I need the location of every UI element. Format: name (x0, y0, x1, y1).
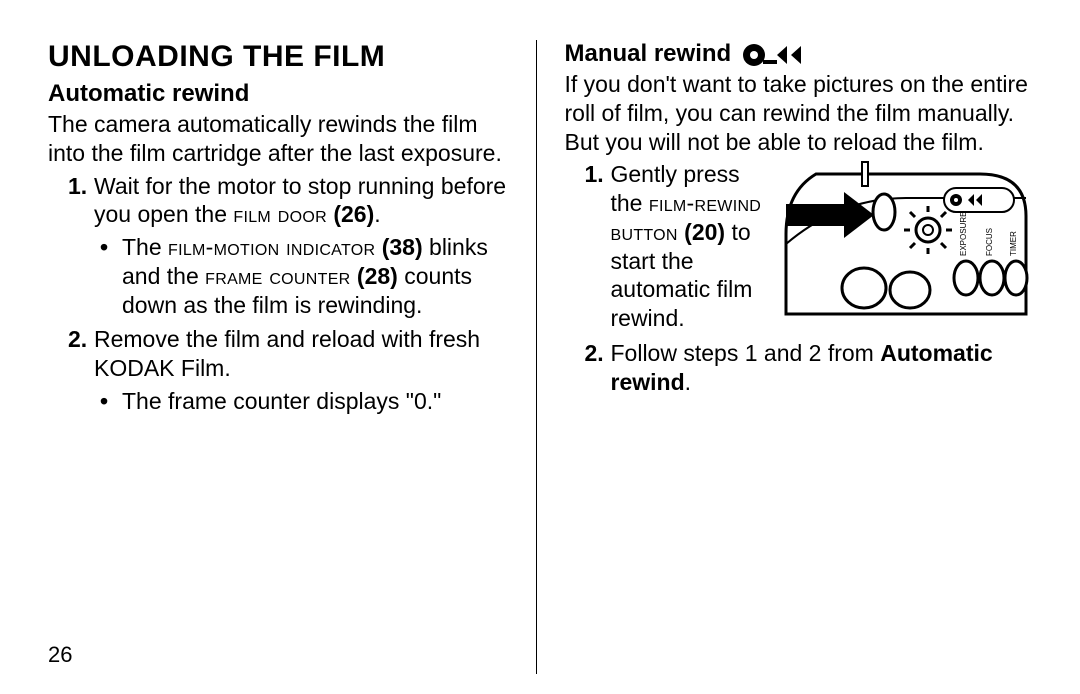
manual-rewind-heading: Manual rewind (565, 40, 732, 68)
manual-rewind-steps: EXPOSURE FOCUS TIMER Gently press the fi… (585, 160, 1033, 396)
rewind-icon (741, 42, 805, 68)
page-title: UNLOADING THE FILM (48, 40, 516, 74)
manual-step-1: EXPOSURE FOCUS TIMER Gently press the fi… (585, 160, 1033, 333)
manual-page: UNLOADING THE FILM Automatic rewind The … (0, 0, 1080, 694)
columns: UNLOADING THE FILM Automatic rewind The … (48, 40, 1032, 674)
page-number: 26 (48, 642, 72, 668)
camera-diagram: EXPOSURE FOCUS TIMER (780, 160, 1032, 320)
label-focus: FOCUS (985, 228, 994, 256)
auto-step-1: Wait for the motor to stop running befor… (68, 172, 516, 320)
left-column: UNLOADING THE FILM Automatic rewind The … (48, 40, 516, 674)
auto-rewind-heading: Automatic rewind (48, 80, 516, 108)
label-timer: TIMER (1009, 231, 1018, 256)
auto-step-2-note: The frame counter displays "0." (100, 387, 516, 416)
auto-step-1-notes: The film-motion indicator (38) blinks an… (100, 233, 516, 319)
auto-rewind-steps: Wait for the motor to stop running befor… (68, 172, 516, 416)
auto-step-1-note: The film-motion indicator (38) blinks an… (100, 233, 516, 319)
auto-rewind-intro: The camera automatically rewinds the fil… (48, 110, 516, 168)
right-column: Manual rewind If you don't want to take … (536, 40, 1033, 674)
manual-step-2: Follow steps 1 and 2 from Automatic rewi… (585, 339, 1033, 397)
manual-rewind-heading-row: Manual rewind (565, 40, 1033, 70)
auto-step-2-notes: The frame counter displays "0." (100, 387, 516, 416)
manual-rewind-intro: If you don't want to take pictures on th… (565, 70, 1033, 156)
auto-step-2: Remove the film and reload with fresh KO… (68, 325, 516, 415)
label-exposure: EXPOSURE (959, 212, 968, 256)
